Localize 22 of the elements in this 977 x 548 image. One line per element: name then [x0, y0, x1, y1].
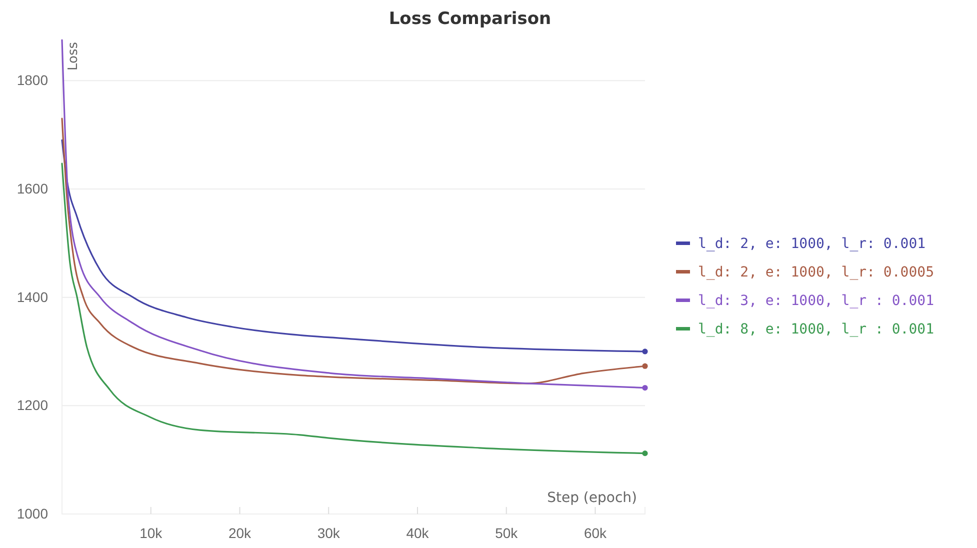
x-tick-label: 30k — [317, 524, 341, 541]
point — [642, 450, 648, 456]
y-tick-label: 1000 — [16, 505, 48, 522]
legend-label: l_d: 2, e: 1000, l_r: 0.001 — [698, 236, 926, 252]
legend-label: l_d: 8, e: 1000, l_r : 0.001 — [698, 322, 934, 338]
point — [642, 363, 648, 369]
legend-label: l_d: 3, e: 1000, l_r : 0.001 — [698, 293, 934, 309]
chart-title: Loss Comparison — [388, 9, 552, 29]
y-tick-label: 1600 — [16, 180, 48, 196]
y-tick-label: 1200 — [16, 397, 48, 414]
point — [642, 384, 648, 391]
x-tick-label: 60k — [584, 524, 608, 541]
x-axis-title: Step (epoch) — [547, 490, 637, 506]
x-tick-label: 10k — [140, 524, 164, 541]
x-tick-label: 40k — [406, 524, 430, 541]
y-tick-label: 1800 — [16, 72, 48, 88]
y-tick-label: 1400 — [16, 288, 48, 305]
y-axis-title: Loss — [66, 42, 81, 71]
x-tick-label: 50k — [495, 524, 519, 541]
legend-label: l_d: 2, e: 1000, l_r: 0.0005 — [698, 264, 934, 280]
x-tick-label: 20k — [228, 524, 252, 541]
point — [642, 348, 648, 354]
